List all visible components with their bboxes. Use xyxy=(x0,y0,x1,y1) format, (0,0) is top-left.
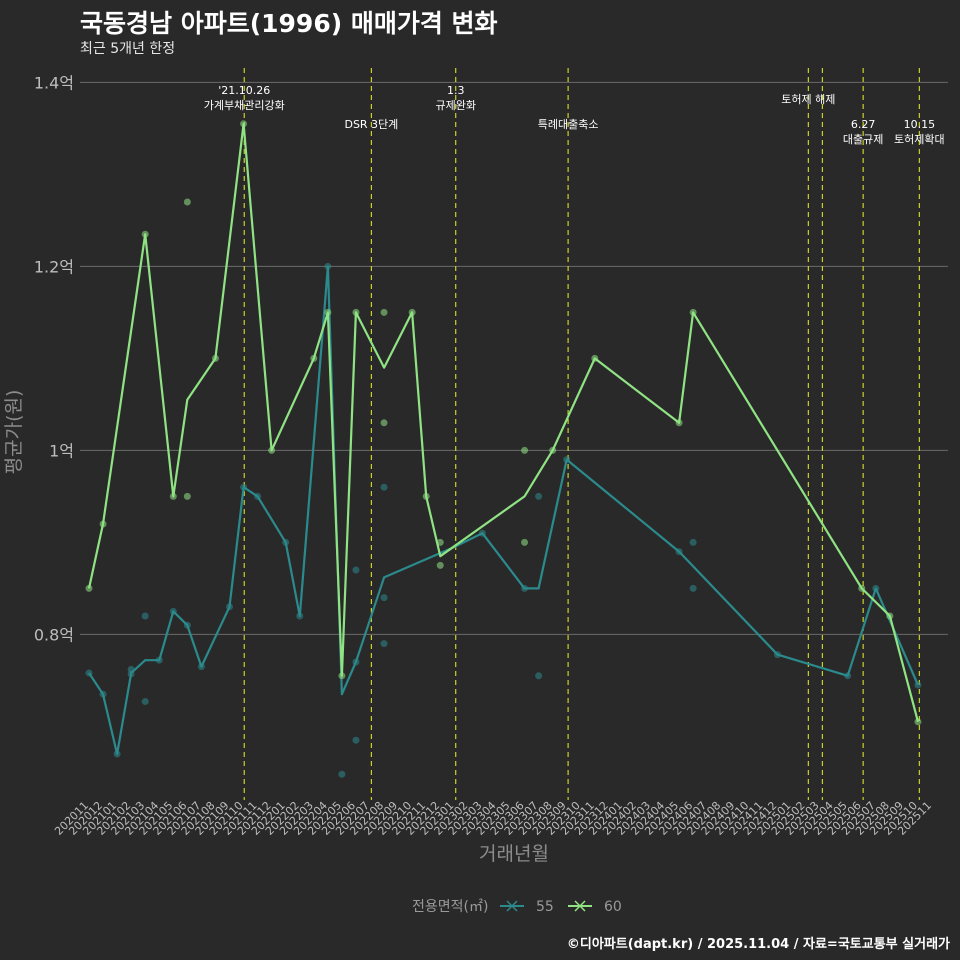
series-line-55 xyxy=(88,265,920,756)
legend-title: 전용면적(㎡) xyxy=(412,899,488,915)
chart-title: 국동경남 아파트(1996) 매매가격 변화 xyxy=(80,9,498,38)
data-point-60 xyxy=(380,419,388,427)
legend-label-60: 60 xyxy=(604,899,622,915)
data-point-60 xyxy=(521,446,529,454)
y-axis: 0.8억 1억 1.2억 1.4억 xyxy=(34,73,74,644)
data-point-55 xyxy=(535,672,543,680)
policy-annotation: '21.10.26 xyxy=(218,84,270,97)
policy-annotation: 특례대출축소 xyxy=(538,118,599,131)
data-point-55 xyxy=(380,640,388,648)
policy-annotation: 1.3 xyxy=(447,84,465,97)
data-point-60 xyxy=(436,561,444,569)
y-axis-title: 평균가(원) xyxy=(3,390,25,475)
data-point-55 xyxy=(141,612,149,620)
series-layer xyxy=(85,120,922,778)
source-caption: ©디아파트(dapt.kr) / 2025.11.04 / 자료=국토교통부 실… xyxy=(566,937,950,952)
y-tick-label: 1.4억 xyxy=(34,73,74,92)
legend: 전용면적(㎡) 55 60 xyxy=(412,899,622,915)
policy-annotation: 토허제 해제 xyxy=(781,92,835,106)
x-axis-title: 거래년월 xyxy=(479,843,549,865)
data-point-55 xyxy=(689,584,697,592)
data-point-55 xyxy=(689,538,697,546)
legend-label-55: 55 xyxy=(536,899,554,915)
y-tick-label: 1.2억 xyxy=(34,257,74,276)
y-tick-label: 0.8억 xyxy=(34,625,74,644)
legend-key-mark-60 xyxy=(574,900,586,912)
data-point-60 xyxy=(183,198,191,206)
policy-annotation: 토허제확대 xyxy=(894,133,945,146)
data-point-60 xyxy=(521,538,529,546)
y-tick-label: 1억 xyxy=(49,441,74,460)
policy-annotation: 대출규제 xyxy=(843,133,883,146)
data-point-55 xyxy=(352,736,360,744)
data-point-60 xyxy=(183,492,191,500)
series-line-60 xyxy=(87,122,920,723)
policy-annotation: 규제완화 xyxy=(435,99,475,112)
grid-layer xyxy=(80,81,948,635)
data-point-60 xyxy=(380,308,388,316)
data-point-55 xyxy=(380,594,388,602)
data-point-55 xyxy=(380,483,388,491)
policy-annotation: DSR 3단계 xyxy=(344,118,398,131)
data-point-55 xyxy=(352,566,360,574)
policy-annotation: 6.27 xyxy=(851,118,876,131)
policy-annotation: 가계부채관리강화 xyxy=(204,99,285,112)
x-axis: 2020112020122021012021022021032021042021… xyxy=(52,799,934,838)
data-point-55 xyxy=(535,492,543,500)
data-point-55 xyxy=(141,698,149,706)
data-point-55 xyxy=(338,770,346,778)
chart-subtitle: 최근 5개년 한정 xyxy=(80,41,176,57)
policy-annotation: 10.15 xyxy=(904,118,936,131)
legend-key-mark-55 xyxy=(506,900,518,912)
